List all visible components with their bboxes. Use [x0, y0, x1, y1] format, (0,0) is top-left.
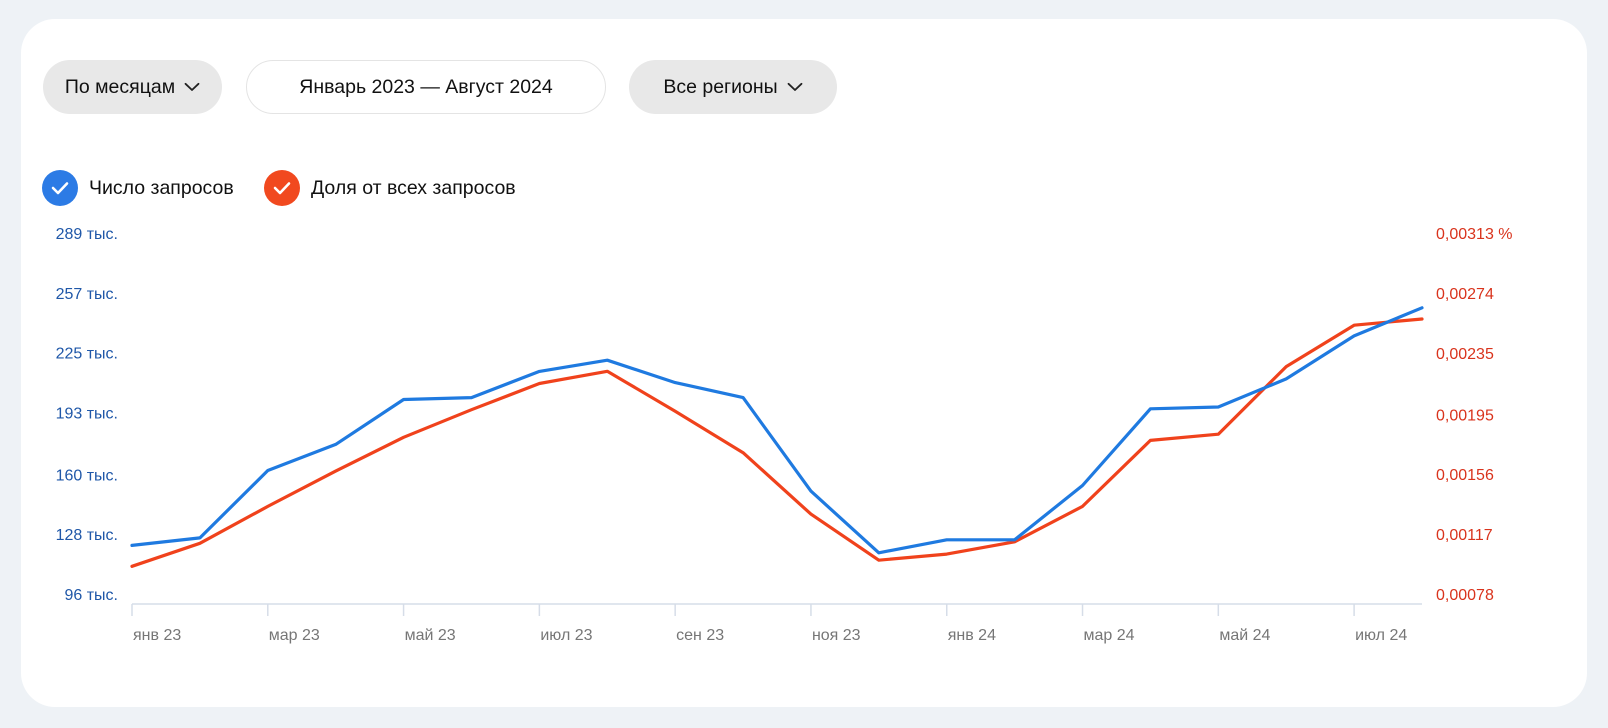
region-dropdown-label: Все регионы	[663, 75, 778, 98]
region-dropdown[interactable]: Все регионы	[629, 60, 837, 114]
share-checkbox[interactable]	[264, 170, 300, 206]
legend-share-toggle[interactable]: Доля от всех запросов	[264, 170, 516, 206]
check-icon	[273, 182, 291, 195]
requests-checkbox[interactable]	[42, 170, 78, 206]
legend-share-label: Доля от всех запросов	[311, 176, 516, 199]
chevron-down-icon	[184, 82, 200, 91]
chevron-down-icon	[787, 82, 803, 91]
chart-card	[21, 19, 1587, 707]
date-range-label: Январь 2023 — Август 2024	[299, 75, 553, 98]
date-range-picker[interactable]: Январь 2023 — Август 2024	[246, 60, 606, 114]
period-dropdown[interactable]: По месяцам	[43, 60, 222, 114]
period-dropdown-label: По месяцам	[64, 75, 176, 98]
legend-requests-label: Число запросов	[89, 176, 234, 199]
check-icon	[51, 182, 69, 195]
legend-requests-toggle[interactable]: Число запросов	[42, 170, 234, 206]
